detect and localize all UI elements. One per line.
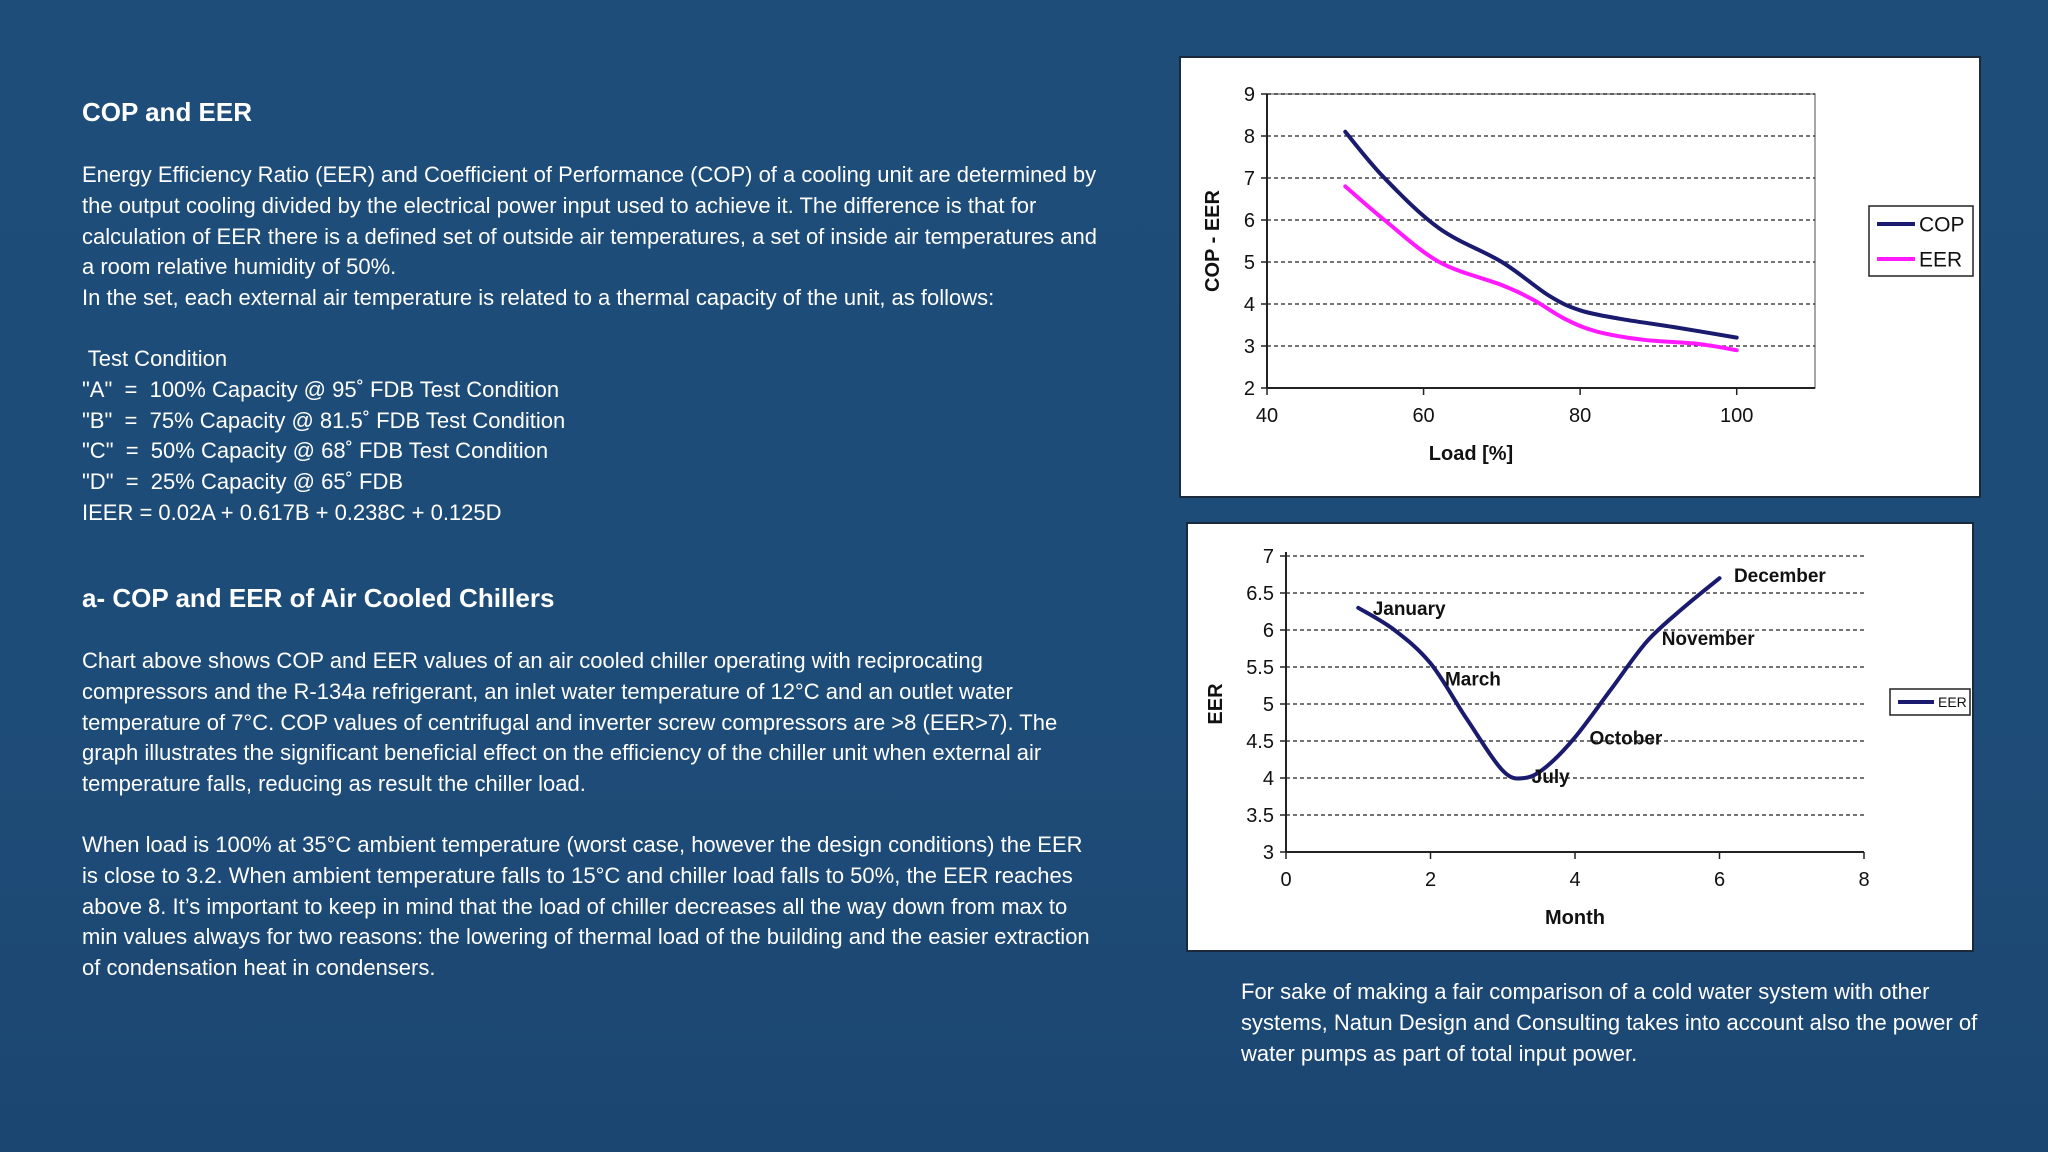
x-tick-label: 2 — [1425, 869, 1436, 891]
y-tick-label: 5 — [1263, 694, 1274, 716]
data-label: January — [1373, 599, 1446, 620]
eer-month-chart-svg: 3 3.5 4 4.5 5 5.5 6 6.5 7 0 2 4 6 8 Month EER January Mar… — [1205, 546, 1971, 929]
y-tick-label: 2 — [1244, 378, 1255, 400]
x-tick-label: 60 — [1412, 405, 1434, 427]
eer-month-chart: 3 3.5 4 4.5 5 5.5 6 6.5 7 0 2 4 6 8 Month EER January Mar… — [1186, 522, 1974, 952]
series-line-eer — [1356, 576, 1722, 781]
y-axis-title: COP - EER — [1202, 190, 1224, 292]
y-tick-label: 7 — [1263, 546, 1274, 568]
series-line-cop — [1343, 129, 1739, 340]
test-line-d: "D" = 25% Capacity @ 65˚ FDB — [82, 469, 404, 495]
data-label: October — [1589, 729, 1662, 750]
legend-box — [1868, 205, 1974, 277]
legend-label-cop: COP — [1919, 214, 1965, 237]
data-label: November — [1662, 629, 1756, 650]
data-label: July — [1532, 767, 1570, 788]
y-tick-label: 4 — [1244, 294, 1255, 316]
legend-label-eer: EER — [1919, 249, 1962, 272]
x-tick-label: 100 — [1720, 405, 1753, 427]
y-tick-label: 3 — [1244, 336, 1255, 358]
y-tick-label: 5.5 — [1246, 657, 1274, 679]
test-line-a: "A" = 100% Capacity @ 95˚ FDB Test Condi… — [82, 376, 560, 402]
series-line-eer — [1343, 184, 1739, 353]
y-tick-label: 7 — [1244, 168, 1255, 190]
y-tick-label: 4.5 — [1246, 731, 1274, 753]
y-tick-label: 3 — [1263, 842, 1274, 864]
fair-comparison-note: For sake of making a fair comparison of … — [1241, 979, 1978, 1066]
x-tick-label: 40 — [1256, 405, 1278, 427]
cop-eer-load-chart-svg: 2 3 4 5 6 7 8 9 40 60 80 100 Load [%] COP - EER COP EER — [1202, 84, 1974, 465]
section-title-air-cooled: a- COP and EER of Air Cooled Chillers — [82, 583, 555, 613]
ieer-formula: IEER = 0.02A + 0.617B + 0.238C + 0.125D — [82, 499, 502, 525]
y-tick-label: 4 — [1263, 768, 1274, 790]
x-tick-label: 4 — [1569, 869, 1580, 891]
section-title-cop-eer: COP and EER — [82, 97, 253, 127]
y-tick-label: 8 — [1244, 126, 1255, 148]
y-tick-label: 6.5 — [1246, 583, 1274, 605]
y-axis-title: EER — [1205, 683, 1227, 725]
data-label: March — [1445, 670, 1501, 691]
x-tick-label: 6 — [1714, 869, 1725, 891]
load-explanation-paragraph: When load is 100% at 35°C ambient temper… — [82, 832, 1090, 981]
intro-paragraph: Energy Efficiency Ratio (EER) and Coeffi… — [82, 162, 1097, 311]
chart-description-paragraph: Chart above shows COP and EER values of … — [82, 648, 1058, 797]
y-tick-label: 6 — [1244, 210, 1255, 232]
cop-eer-load-chart: 2 3 4 5 6 7 8 9 40 60 80 100 Load [%] COP - EER COP EER — [1179, 56, 1981, 498]
test-line-c: "C" = 50% Capacity @ 68˚ FDB Test Condit… — [82, 438, 549, 464]
x-axis-title: Load [%] — [1429, 443, 1513, 465]
test-line-b: "B" = 75% Capacity @ 81.5˚ FDB Test Cond… — [82, 407, 566, 433]
x-tick-label: 8 — [1858, 869, 1869, 891]
y-tick-label: 5 — [1244, 252, 1255, 274]
y-tick-label: 9 — [1244, 84, 1255, 106]
x-tick-label: 80 — [1569, 405, 1591, 427]
test-condition-header: Test Condition — [82, 346, 228, 371]
legend-label-eer: EER — [1938, 694, 1967, 710]
y-tick-label: 3.5 — [1246, 805, 1274, 827]
test-condition-block: Test Condition "A" = 100% Capacity @ 95˚… — [82, 344, 1102, 529]
x-axis-title: Month — [1545, 907, 1605, 929]
y-tick-label: 6 — [1263, 620, 1274, 642]
data-label: December — [1734, 566, 1826, 587]
x-tick-label: 0 — [1280, 869, 1291, 891]
